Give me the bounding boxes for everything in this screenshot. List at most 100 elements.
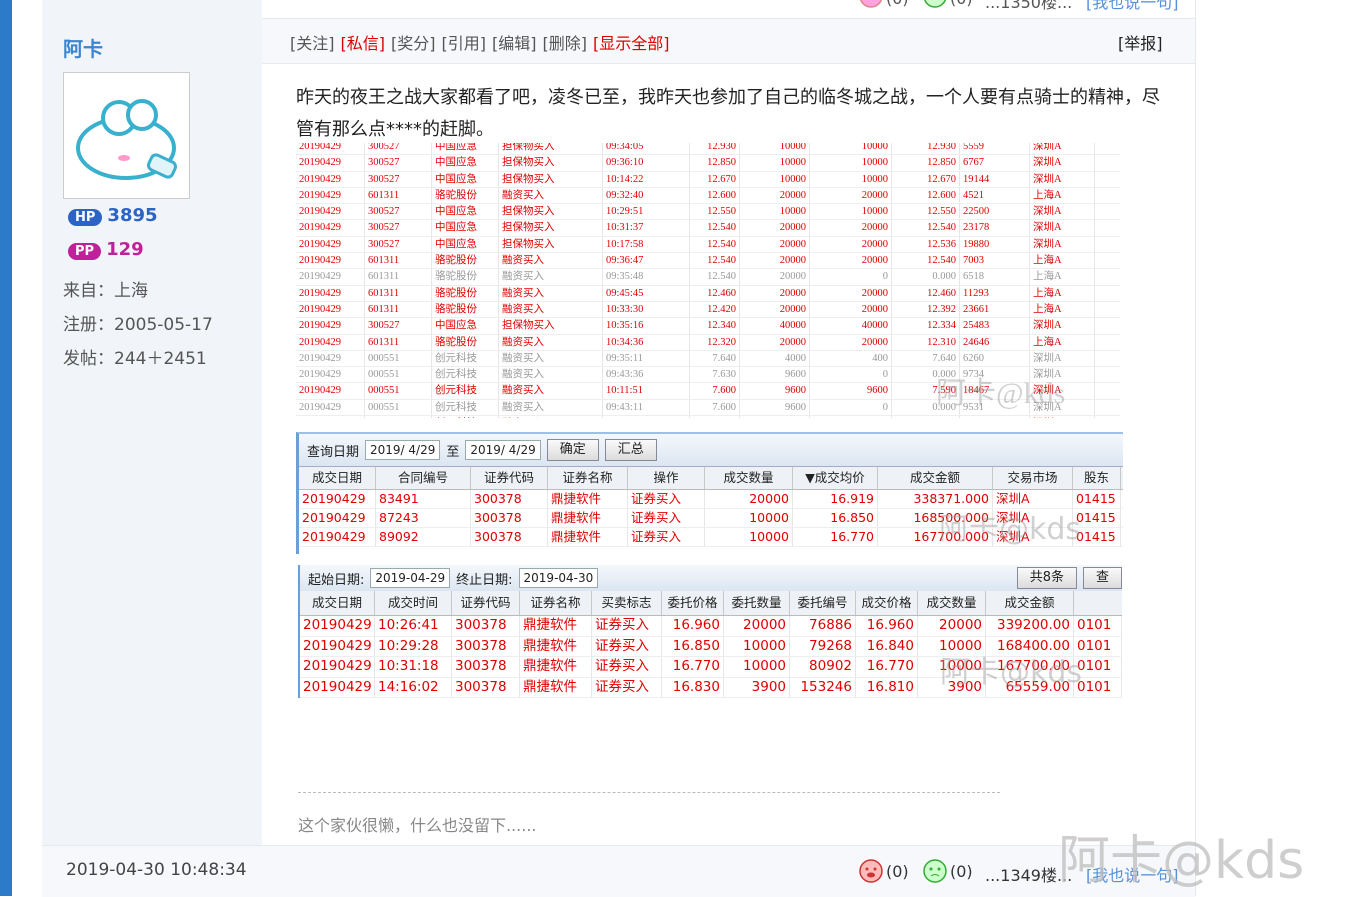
table-cell: 12.540	[690, 253, 740, 269]
action-link[interactable]: [显示全部]	[593, 34, 670, 53]
like-icon[interactable]	[858, 858, 884, 884]
action-link[interactable]: [关注]	[290, 34, 335, 53]
table-cell: 证券买入	[592, 616, 662, 636]
reply-link[interactable]: [我也说一句]	[1086, 0, 1179, 12]
table-cell: 01415	[1073, 490, 1121, 508]
table-cell: 000551	[365, 416, 432, 418]
table-cell: 300527	[365, 171, 432, 187]
action-link[interactable]: [奖分]	[391, 34, 436, 53]
table-cell: 证券买入	[592, 677, 662, 697]
column-header: 成交日期	[300, 591, 375, 615]
pp-line: PP 129	[68, 239, 144, 260]
pp-value: 129	[106, 239, 144, 260]
button[interactable]: 共8条	[1016, 567, 1077, 589]
table-cell: 融资买入	[499, 269, 603, 285]
table-cell: 09:43:36	[603, 367, 690, 383]
table-cell: 300527	[365, 236, 432, 253]
table-cell: 87243	[376, 509, 471, 527]
table-cell: 20000	[810, 220, 892, 236]
table-cell: 创元科技	[432, 383, 499, 399]
table-cell: 融资买入	[499, 350, 603, 367]
action-link[interactable]: [私信]	[340, 34, 386, 53]
table-cell: 深圳A	[993, 490, 1073, 508]
dislike-icon[interactable]	[922, 858, 948, 884]
table-cell: 300527	[365, 318, 432, 334]
table-cell: 12.420	[690, 301, 740, 318]
table-row: 20190429 14:16:02 300378 鼎捷软件 证券买入 16.830 3900…	[300, 677, 1122, 698]
table-cell: 10:34:36	[603, 334, 690, 350]
table-cell: 骆驼股份	[432, 253, 499, 269]
table-cell: 深圳A	[1030, 143, 1095, 155]
table-cell: 4000	[740, 350, 810, 367]
table-cell: 19880	[960, 236, 1030, 253]
table-cell: 10000	[724, 636, 790, 656]
table-cell: 上海A	[1030, 253, 1095, 269]
table-row: 20190429 000551 创元科技 融资买入 10:11:51 7.600 9600 9…	[296, 383, 1120, 400]
pp-badge: PP	[68, 243, 102, 260]
table-row: 20190429 10:26:41 300378 鼎捷软件 证券买入 16.960 2000…	[300, 616, 1122, 637]
table-cell: 20190429	[296, 301, 365, 318]
table-cell: 20190429	[296, 383, 365, 399]
table-cell: 20000	[740, 334, 810, 350]
table-cell: 12.670	[690, 171, 740, 187]
table-cell: 153246	[790, 677, 856, 697]
table-row: 20190429 300527 中国应急 担保物买入 10:17:58 12.540 200…	[296, 236, 1120, 254]
column-header: 证券代码	[471, 467, 548, 489]
table-cell: 76886	[790, 616, 856, 636]
table-cell: 鼎捷软件	[520, 616, 592, 636]
table-cell: 12.930	[690, 143, 740, 155]
table-cell: 鼎捷软件	[548, 490, 628, 508]
table-cell: 融资买入	[499, 383, 603, 399]
dislike-icon[interactable]	[922, 0, 948, 8]
table-cell: 深圳A	[1030, 155, 1095, 171]
table-cell: 400	[810, 350, 892, 367]
button[interactable]: 查	[1082, 567, 1122, 589]
table-cell: 12.600	[690, 187, 740, 204]
avatar[interactable]	[63, 72, 190, 199]
reply-link[interactable]: [我也说一句]	[1086, 866, 1179, 885]
table-cell: 0101	[1074, 616, 1122, 636]
table-cell: 83491	[376, 490, 471, 508]
table-cell: 20190429	[296, 236, 365, 253]
action-link[interactable]: [删除]	[542, 34, 588, 53]
user-name[interactable]: 阿卡	[63, 37, 103, 61]
table-cell: 12.460	[892, 285, 960, 301]
like-icon[interactable]	[858, 0, 884, 8]
table-cell: 10000	[740, 143, 810, 155]
table-cell: 鼎捷软件	[520, 657, 592, 677]
table-cell: 融资买入	[499, 253, 603, 269]
table-cell: 601311	[365, 285, 432, 301]
table-cell: 12.460	[690, 285, 740, 301]
table-cell: 01415	[1073, 509, 1121, 527]
table-row: 20190429 300527 中国应急 担保物买入 10:29:51 12.550 100…	[296, 204, 1120, 221]
table-row: 20190429 601311 骆驼股份 融资买入 09:36:47 12.540 2000…	[296, 253, 1120, 270]
action-link[interactable]: [编辑]	[492, 34, 537, 53]
table-cell: 9600	[810, 383, 892, 399]
table-cell: 601311	[365, 253, 432, 269]
table-row: 20190429 89092 300378 鼎捷软件 证券买入 10000 16.770 16…	[299, 528, 1123, 547]
table-cell: 20190429	[296, 416, 365, 418]
table-cell: 300527	[365, 220, 432, 236]
table-cell: 上海A	[1030, 301, 1095, 318]
table-cell: 16.850	[662, 636, 724, 656]
table-cell: 0101	[1074, 677, 1122, 697]
button[interactable]: 确定	[546, 439, 599, 461]
table-cell: 10:29:51	[603, 204, 690, 220]
table-cell: 20190429	[296, 334, 365, 350]
table-cell: 23178	[960, 220, 1030, 236]
table-cell: 20000	[810, 301, 892, 318]
table-cell: 23661	[960, 301, 1030, 318]
table-cell: 10:12:10	[603, 416, 690, 418]
table-row: 20190429 300527 中国应急 担保物买入 09:36:10 12.850 100…	[296, 155, 1120, 172]
table-cell: 创元科技	[432, 416, 499, 418]
table-cell: 20000	[918, 616, 986, 636]
table-cell: 20000	[810, 236, 892, 253]
action-link[interactable]: [引用]	[441, 34, 487, 53]
table-cell: 20000	[740, 236, 810, 253]
table-cell: 12.334	[892, 318, 960, 334]
signature: 这个家伙很懒，什么也没留下......	[298, 816, 537, 835]
table-cell: 10000	[740, 416, 810, 418]
button[interactable]: 汇总	[604, 439, 657, 461]
table-cell: 0.000	[892, 269, 960, 285]
report-link[interactable]: [举报]	[1118, 34, 1163, 53]
